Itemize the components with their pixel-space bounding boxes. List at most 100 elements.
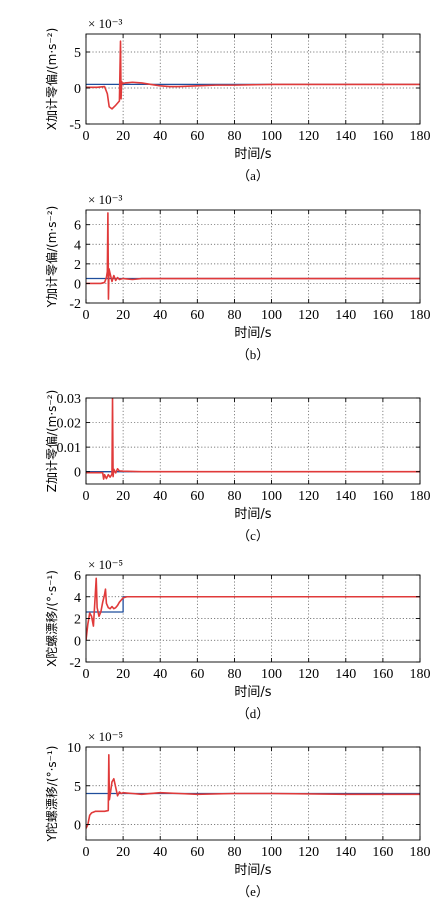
axes-box: [85, 397, 421, 485]
y-tick-label: 0: [74, 82, 81, 97]
x-tick-label: 100: [261, 129, 282, 144]
y-tick-label: 0: [74, 466, 81, 481]
x-tick-label: 20: [116, 845, 130, 860]
y-axis-label: X加计零偏/(m·s⁻²): [44, 28, 59, 131]
x-tick-label: 140: [335, 308, 356, 323]
y-tick-label: 10: [67, 741, 81, 756]
estimate-line: [86, 577, 420, 641]
estimate-line: [86, 398, 420, 480]
x-tick-label: 40: [153, 489, 167, 504]
x-tick-label: 160: [372, 308, 393, 323]
y-tick-label: -2: [69, 656, 81, 671]
series-group: [86, 398, 420, 480]
x-tick-label: 40: [153, 667, 167, 682]
y-tick-label: -5: [69, 118, 81, 133]
x-tick-label: 80: [227, 667, 241, 682]
y-axis-label: Y陀螺漂移/(°·s⁻¹): [44, 746, 59, 843]
x-tick-label: 120: [298, 489, 319, 504]
x-tick-label: 180: [410, 308, 431, 323]
x-tick-label: 0: [83, 845, 90, 860]
y-axis-label: Y加计零偏/(m·s⁻²): [44, 206, 59, 309]
axis-multiplier: × 10⁻⁵: [88, 729, 123, 744]
grid: [86, 747, 420, 840]
x-tick-label: 140: [335, 129, 356, 144]
subplot-caption: （e）: [237, 884, 269, 899]
x-tick-label: 120: [298, 308, 319, 323]
grid: [86, 575, 420, 662]
x-tick-label: 60: [190, 129, 204, 144]
axis-multiplier: × 10⁻⁵: [88, 557, 123, 572]
subplot-caption: （d）: [237, 706, 270, 721]
series-group: [86, 753, 420, 829]
y-axis-label: Z加计零偏/(m·s⁻²): [44, 390, 59, 493]
x-tick-label: 60: [190, 489, 204, 504]
grid: [86, 34, 420, 124]
y-tick-label: 0.01: [57, 441, 82, 456]
y-tick-label: -2: [69, 297, 81, 312]
estimate-line: [86, 212, 420, 300]
axes-box: [85, 209, 421, 304]
grid: [86, 210, 420, 303]
x-axis-label: 时间/s: [234, 863, 271, 878]
x-tick-label: 100: [261, 845, 282, 860]
y-tick-label: 5: [74, 46, 81, 61]
y-tick-label: 0.03: [57, 392, 82, 407]
subplot-5: 0 20 40 60 80 100 120 140 160 180 0 5 10 × 10⁻⁵ 时间/s Y陀…: [44, 729, 431, 899]
x-tick-label: 160: [372, 489, 393, 504]
series-group: [86, 577, 420, 641]
x-tick-label: 100: [261, 489, 282, 504]
x-tick-label: 0: [83, 308, 90, 323]
series-group: [86, 40, 420, 110]
x-tick-label: 0: [83, 129, 90, 144]
x-tick-label: 20: [116, 667, 130, 682]
y-tick-label: 4: [74, 591, 81, 606]
y-tick-label: 0: [74, 819, 81, 834]
x-tick-label: 80: [227, 845, 241, 860]
subplot-caption: （b）: [237, 347, 270, 362]
x-tick-label: 40: [153, 845, 167, 860]
subplot-caption: （c）: [237, 528, 269, 543]
x-tick-label: 180: [410, 667, 431, 682]
x-tick-label: 100: [261, 667, 282, 682]
subplot-3: 0 20 40 60 80 100 120 140 160 180 0 0.01 0.02 0.03 时间/…: [44, 390, 431, 543]
x-axis-label: 时间/s: [234, 147, 271, 162]
x-tick-label: 20: [116, 489, 130, 504]
subplot-1: 0 20 40 60 80 100 120 140 160 180-505× 10⁻³时间/sX加…: [44, 16, 431, 183]
axes-box: [85, 33, 421, 125]
x-tick-label: 160: [372, 129, 393, 144]
y-tick-label: 6: [74, 569, 81, 584]
x-tick-label: 100: [261, 308, 282, 323]
subplot-caption: （a）: [237, 168, 269, 183]
x-tick-label: 60: [190, 845, 204, 860]
x-tick-label: 0: [83, 667, 90, 682]
y-tick-label: 0: [74, 634, 81, 649]
x-tick-label: 180: [410, 489, 431, 504]
x-tick-label: 60: [190, 667, 204, 682]
x-tick-label: 0: [83, 489, 90, 504]
x-tick-label: 160: [372, 845, 393, 860]
x-tick-label: 80: [227, 489, 241, 504]
x-tick-label: 160: [372, 667, 393, 682]
x-tick-label: 140: [335, 845, 356, 860]
axis-multiplier: × 10⁻³: [88, 192, 122, 207]
axes-box: [85, 746, 421, 841]
y-tick-label: 2: [74, 258, 81, 273]
y-tick-label: 6: [74, 219, 81, 234]
x-axis-label: 时间/s: [234, 326, 271, 341]
y-tick-label: 4: [74, 238, 81, 253]
estimate-line: [86, 753, 420, 829]
x-tick-label: 40: [153, 308, 167, 323]
series-group: [86, 212, 420, 300]
x-tick-label: 140: [335, 667, 356, 682]
x-tick-label: 120: [298, 845, 319, 860]
axis-multiplier: × 10⁻³: [88, 16, 122, 31]
x-axis-label: 时间/s: [234, 507, 271, 522]
estimate-line: [86, 40, 420, 110]
x-tick-label: 40: [153, 129, 167, 144]
x-tick-label: 20: [116, 129, 130, 144]
x-tick-label: 180: [410, 129, 431, 144]
y-tick-label: 0: [74, 277, 81, 292]
